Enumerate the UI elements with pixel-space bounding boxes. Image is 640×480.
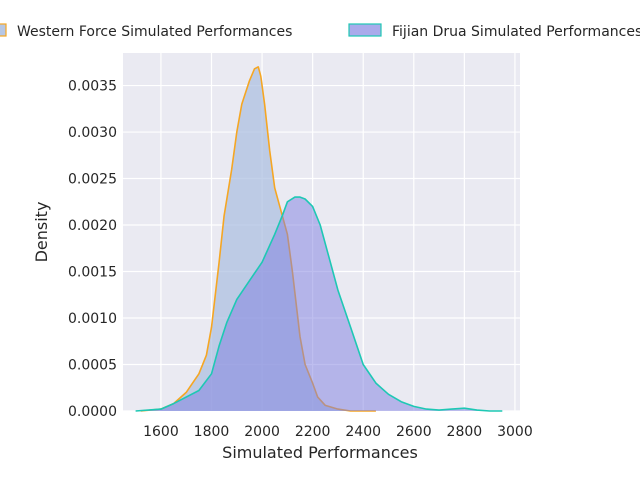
x-tick-label: 3000 [497,424,533,440]
y-tick-label: 0.0015 [68,265,117,281]
legend-swatch-fijian-drua [348,23,382,37]
x-tick-label: 2200 [295,424,331,440]
y-tick-labels: 0.0000 0.0005 0.0010 0.0015 0.0020 0.0025 0.00… [68,79,117,420]
density-areas [135,66,503,412]
x-axis-label: Simulated Performances [222,443,418,462]
density-fill-fijian-drua [135,197,503,411]
density-line-fijian-drua [135,196,503,412]
legend-swatch-western-force [0,23,7,37]
y-tick-label: 0.0020 [68,218,117,234]
x-tick-label: 1800 [194,424,230,440]
y-tick-label: 0.0030 [68,125,117,141]
y-tick-label: 0.0010 [68,311,117,327]
x-tick-label: 2400 [345,424,381,440]
x-tick-label: 1600 [143,424,179,440]
x-tick-label: 2000 [244,424,280,440]
legend-label-western-force: Western Force Simulated Performances [17,24,292,40]
x-tick-labels: 1600 1800 2000 2200 2400 2600 2800 3000 [143,424,533,440]
y-tick-label: 0.0025 [68,172,117,188]
x-tick-label: 2800 [447,424,483,440]
y-axis-label: Density [32,202,51,263]
y-tick-label: 0.0000 [68,404,117,420]
y-tick-label: 0.0035 [68,79,117,95]
density-fill-western-force [140,66,376,412]
x-tick-label: 2600 [396,424,432,440]
legend-label-fijian-drua: Fijian Drua Simulated Performances [392,24,640,40]
y-tick-label: 0.0005 [68,358,117,374]
legend: Western Force Simulated Performances Fij… [0,23,640,40]
